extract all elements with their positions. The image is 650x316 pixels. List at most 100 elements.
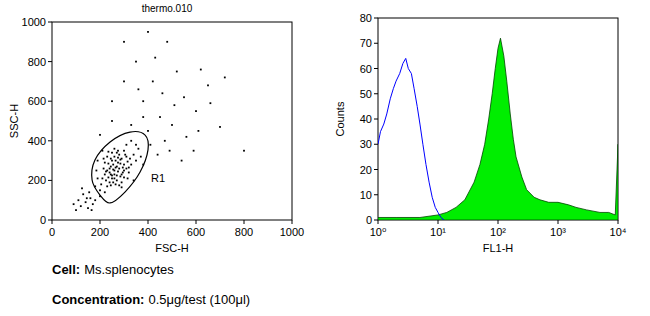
y-tick-label: 30 [360, 138, 372, 150]
scatter-point [110, 184, 112, 186]
caption-label: Cell: [52, 262, 80, 277]
scatter-point [152, 81, 154, 83]
scatter-point [111, 178, 113, 180]
plot-frame [52, 22, 292, 220]
scatter-point [100, 183, 102, 185]
y-tick [374, 119, 378, 120]
scatter-point [112, 181, 114, 183]
scatter-point [117, 150, 119, 152]
y-tick [48, 61, 52, 62]
x-tick [438, 220, 439, 224]
scatter-point [106, 156, 108, 158]
scatter-point [123, 164, 125, 166]
scatter-point [92, 203, 94, 205]
x-tick [244, 220, 245, 224]
scatter-point [126, 156, 128, 158]
scatter-point [111, 160, 113, 162]
scatter-point [99, 134, 101, 136]
x-tick [100, 220, 101, 224]
y-tick [374, 169, 378, 170]
y-tick-label: 40 [360, 113, 372, 125]
scatter-point [138, 88, 140, 90]
scatter-point [108, 151, 110, 153]
scatter-point [109, 168, 111, 170]
scatter-point [122, 172, 124, 174]
x-tick [558, 220, 559, 224]
scatter-point [86, 197, 88, 199]
scatter-point [90, 197, 92, 199]
x-tick [498, 220, 499, 224]
y-tick [374, 18, 378, 19]
scatter-point [117, 162, 119, 164]
scatter-point [183, 96, 185, 98]
scatter-point [111, 152, 113, 154]
scatter-point [117, 171, 119, 173]
x-tick-label: 600 [187, 226, 205, 238]
scatter-point [104, 191, 106, 193]
scatter-point [108, 177, 110, 179]
scatter-point [243, 150, 245, 152]
scatter-point [123, 41, 125, 43]
scatter-point [157, 154, 159, 156]
scatter-point [123, 81, 125, 83]
scatter-point [124, 154, 126, 156]
chart-title: thermo.010 [142, 3, 193, 14]
scatter-point [114, 156, 116, 158]
scatter-point [154, 57, 156, 59]
x-tick-label: 10⁰ [370, 226, 387, 238]
plot-area [378, 38, 618, 220]
scatter-point [142, 100, 144, 102]
scatter-point [114, 178, 116, 180]
scatter-point [96, 170, 98, 172]
scatter-point [135, 160, 137, 162]
scatter-point [109, 181, 111, 183]
scatter-point [120, 163, 122, 165]
caption: Concentration:0.5μg/test (100μl) [52, 292, 250, 307]
scatter-point [181, 160, 183, 162]
x-tick [196, 220, 197, 224]
scatter-point [103, 158, 105, 160]
x-tick [618, 220, 619, 224]
scatter-point [176, 71, 178, 73]
scatter-point [127, 178, 129, 180]
scatter-point [118, 154, 120, 156]
scatter-point [210, 102, 212, 104]
scatter-point [106, 185, 108, 187]
scatter-point [128, 172, 130, 174]
scatter-point [75, 209, 77, 211]
scatter-point [115, 167, 117, 169]
plot-area [73, 31, 245, 211]
x-tick-label: 200 [91, 226, 109, 238]
scatter-point [126, 144, 128, 146]
x-tick [52, 220, 53, 224]
scatter-point [123, 177, 125, 179]
scatter-point [133, 154, 135, 156]
gate-r1 [92, 132, 149, 203]
y-tick [374, 68, 378, 69]
scatter-point [164, 140, 166, 142]
scatter-point [162, 92, 164, 94]
scatter-point [111, 120, 113, 122]
y-tick-label: 800 [28, 56, 46, 68]
scatter-point [81, 187, 83, 189]
scatter-point [115, 160, 117, 162]
y-tick-label: 0 [40, 214, 46, 226]
scatter-point [138, 148, 140, 150]
x-axis-label: FSC-H [155, 242, 189, 254]
scatter-point [88, 191, 90, 193]
y-tick-label: 20 [360, 164, 372, 176]
scatter-point [186, 136, 188, 138]
x-tick-label: 400 [139, 226, 157, 238]
y-tick [48, 220, 52, 221]
scatter-point [91, 209, 93, 211]
scatter-point [127, 161, 129, 163]
plot-frame [378, 18, 618, 220]
scatter-point [108, 163, 110, 165]
scatter-point [109, 172, 111, 174]
figure: 0200400600800100002004006008001000FSC-HS… [0, 0, 650, 316]
scatter-point [123, 170, 125, 172]
y-tick [48, 101, 52, 102]
scatter-point [97, 160, 99, 162]
x-tick-label: 10³ [550, 226, 566, 238]
scatter-point [118, 168, 120, 170]
